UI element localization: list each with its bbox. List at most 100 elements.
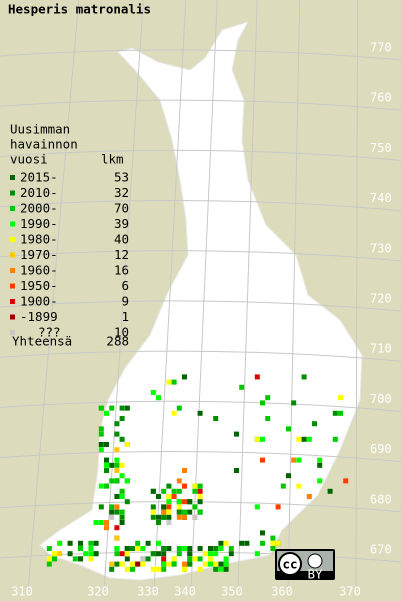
- observation-cell: [156, 540, 161, 546]
- grid-label-east: 370: [339, 585, 361, 599]
- legend-count: 9: [121, 294, 129, 309]
- observation-cell: [275, 504, 281, 510]
- grid-line: [0, 400, 401, 412]
- observation-cell: [124, 556, 130, 562]
- legend-label: 2015-: [20, 170, 58, 185]
- observation-cell: [218, 540, 224, 546]
- observation-cell: [114, 504, 120, 510]
- observation-cell: [234, 431, 239, 437]
- observation-cell: [166, 379, 172, 385]
- legend-column: vuosi: [10, 152, 48, 167]
- observation-cell: [182, 468, 187, 473]
- grid-label-north: 730: [370, 241, 392, 255]
- observation-cell: [114, 494, 120, 499]
- legend-total-label: Yhteensä: [12, 334, 72, 349]
- title: Hesperis matronalis: [8, 2, 151, 17]
- observation-cell: [228, 551, 234, 557]
- observation-cell: [197, 499, 203, 505]
- observation-cell: [161, 514, 167, 520]
- observation-cell: [244, 540, 250, 546]
- legend-label: 1960-: [20, 263, 58, 278]
- legend-count: 32: [114, 185, 129, 200]
- observation-cell: [124, 442, 130, 447]
- observation-cell: [98, 426, 104, 432]
- observation-cell: [317, 462, 323, 468]
- observation-cell: [260, 540, 265, 546]
- observation-cell: [57, 540, 63, 546]
- grid-line: [103, 0, 144, 591]
- observation-cell: [166, 514, 172, 520]
- observation-cell: [119, 488, 125, 494]
- observation-cell: [104, 525, 109, 531]
- legend-label: 1950-: [20, 278, 58, 293]
- legend-swatch: [10, 175, 15, 180]
- observation-cell: [119, 520, 125, 525]
- observation-cell: [67, 540, 73, 546]
- observation-cell: [104, 468, 109, 473]
- grid-label-east: 320: [87, 585, 109, 599]
- grid-line: [0, 450, 401, 463]
- observation-cell: [109, 509, 115, 515]
- observation-cell: [176, 488, 182, 494]
- observation-cell: [260, 436, 265, 442]
- observation-cell: [156, 551, 161, 557]
- grid-line: [27, 0, 80, 591]
- observation-cell: [296, 483, 302, 489]
- observation-cell: [176, 499, 182, 505]
- cc-icon: [278, 552, 302, 576]
- observation-cell: [104, 442, 109, 447]
- observation-cell: [98, 447, 104, 453]
- grid-line: [0, 350, 401, 362]
- grid-line: [0, 99, 401, 111]
- observation-cell: [124, 405, 130, 411]
- observation-cell: [46, 561, 52, 567]
- grid-label-east: 360: [271, 585, 293, 599]
- observation-cell: [197, 483, 203, 489]
- grid-label-north: 690: [370, 442, 392, 456]
- grid-line: [0, 199, 401, 212]
- observation-cell: [119, 473, 125, 479]
- observation-cell: [306, 494, 312, 499]
- observation-cell: [109, 462, 115, 468]
- observation-cell: [140, 556, 146, 562]
- observation-cell: [135, 540, 141, 546]
- observation-cell: [156, 520, 161, 525]
- observation-cell: [223, 561, 229, 567]
- observation-cell: [161, 488, 167, 494]
- grid-line: [153, 0, 187, 591]
- grid-label-north: 760: [370, 91, 392, 105]
- observation-cell: [98, 431, 104, 437]
- observation-cell: [161, 556, 167, 562]
- observation-cell: [156, 566, 161, 572]
- observation-cell: [296, 436, 302, 442]
- observation-cell: [213, 561, 219, 567]
- observation-cell: [119, 494, 125, 499]
- legend-count: 40: [114, 232, 129, 247]
- observation-cell: [182, 499, 187, 505]
- observation-cell: [182, 374, 187, 380]
- legend-label: 1980-: [20, 232, 58, 247]
- observation-cell: [114, 447, 120, 453]
- observation-cell: [119, 405, 125, 411]
- observation-cell: [202, 561, 208, 567]
- legend-label: 1900-: [20, 294, 58, 309]
- observation-cell: [150, 504, 156, 510]
- observation-cell: [119, 514, 125, 520]
- observation-cell: [156, 514, 161, 520]
- observation-cell: [109, 561, 115, 567]
- observation-cell: [166, 546, 172, 551]
- legend-swatch: [10, 314, 15, 320]
- observation-cell: [332, 410, 338, 416]
- observation-cell: [166, 520, 172, 525]
- observation-cell: [114, 468, 120, 473]
- grid-label-north: 680: [370, 492, 392, 506]
- observation-cell: [171, 494, 177, 499]
- legend-count: 70: [114, 201, 129, 216]
- observation-cell: [166, 499, 172, 505]
- legend-label: 2010-: [20, 185, 58, 200]
- observation-cell: [270, 535, 276, 541]
- observation-cell: [218, 566, 224, 572]
- observation-cell: [176, 509, 182, 515]
- observation-cell: [78, 556, 83, 562]
